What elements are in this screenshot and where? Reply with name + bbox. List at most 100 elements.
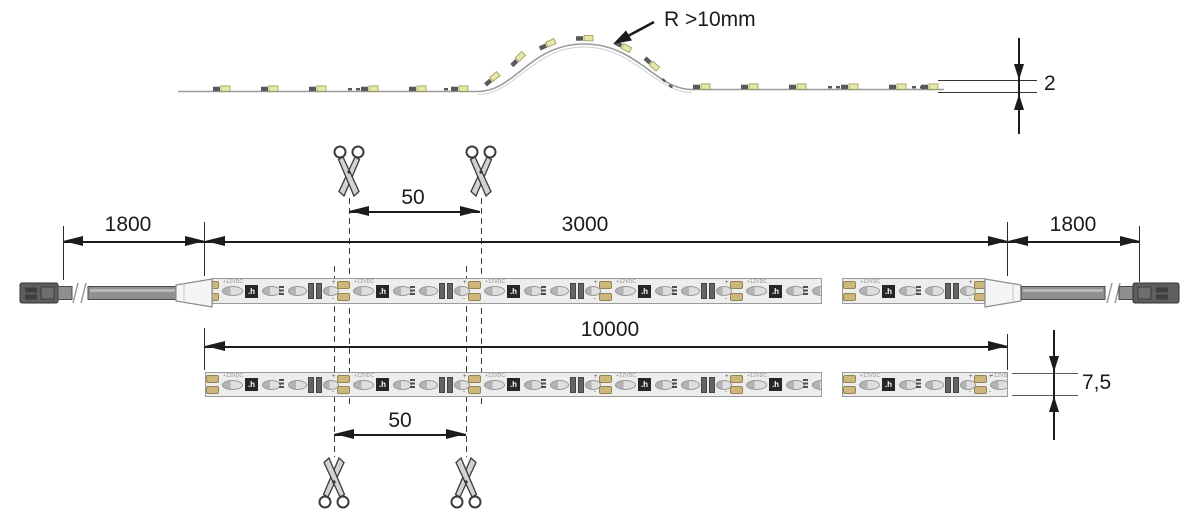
strip-profile-line bbox=[178, 43, 944, 93]
dim-arrow bbox=[1120, 236, 1140, 246]
capacitor-chips bbox=[439, 376, 453, 393]
side-view-led-chips bbox=[213, 35, 939, 92]
cable-left-length: 1800 bbox=[104, 213, 152, 236]
resistor-chip bbox=[803, 379, 808, 390]
main-dim-line bbox=[63, 241, 1140, 243]
voltage-label: +12VDC bbox=[860, 279, 881, 285]
solder-pad: + - bbox=[843, 375, 856, 394]
resistor-chip bbox=[279, 379, 284, 390]
logo-chip: .h bbox=[507, 378, 520, 391]
resistor-chip bbox=[916, 285, 921, 297]
logo-chip: .h bbox=[638, 378, 651, 391]
led-chip bbox=[812, 379, 821, 390]
pad-plus-mark: + bbox=[463, 374, 467, 380]
strip-segment: + - +12VDC .h bbox=[843, 279, 976, 303]
logo-chip: .h bbox=[882, 378, 895, 391]
pad-minus-mark: - bbox=[969, 389, 971, 395]
led-chip bbox=[960, 286, 976, 296]
scissors-icon bbox=[333, 145, 365, 198]
logo-chip: .h bbox=[376, 378, 389, 391]
dim-arrow bbox=[205, 341, 225, 351]
led-chip bbox=[716, 379, 732, 390]
dim-arrow bbox=[349, 206, 369, 216]
led-chip bbox=[925, 379, 944, 390]
scissors-icon bbox=[450, 456, 482, 509]
pad-dash-side bbox=[828, 86, 832, 89]
thickness-value: 2 bbox=[1044, 72, 1056, 95]
led-chip-side bbox=[576, 35, 594, 42]
bend-radius-arrowhead bbox=[613, 30, 632, 44]
extension-line bbox=[1007, 222, 1009, 276]
led-chip-side bbox=[409, 85, 427, 92]
led-chip bbox=[990, 379, 1007, 390]
cable-break-left bbox=[72, 282, 87, 304]
strip-segment: + - +12VDC .h bbox=[332, 373, 470, 396]
voltage-label: +12VDC bbox=[747, 279, 768, 285]
width-dim-line bbox=[1053, 330, 1055, 440]
solder-pad: + - bbox=[725, 280, 743, 302]
strip-width-value: 7,5 bbox=[1082, 371, 1112, 394]
strip-segment: + - +12VDC .h bbox=[969, 373, 1007, 396]
led-chip bbox=[222, 379, 243, 390]
strip-segment: + - +12VDC .h bbox=[725, 373, 821, 396]
dim-arrow bbox=[446, 429, 466, 439]
cut-spacing-bottom-dim-line bbox=[334, 434, 466, 436]
connector-left bbox=[19, 282, 73, 304]
dim-arrow bbox=[334, 429, 354, 439]
solder-pad: + - bbox=[332, 280, 350, 302]
pad-plus-mark: + bbox=[332, 374, 336, 380]
strip-segment: + - +12VDC .h bbox=[206, 373, 339, 396]
end-cap-right bbox=[984, 278, 1022, 308]
bend-radius-arrow-line bbox=[627, 20, 655, 38]
side-view-bent-strip bbox=[178, 20, 944, 95]
voltage-label: +12VDC bbox=[616, 373, 637, 379]
led-chip bbox=[454, 286, 470, 296]
led-chip bbox=[419, 286, 438, 296]
extension-line bbox=[204, 222, 206, 276]
led-chip bbox=[859, 379, 880, 390]
led-chip-side bbox=[261, 85, 279, 92]
led-chip bbox=[222, 286, 243, 296]
resistor-chip bbox=[916, 379, 921, 390]
pad-plus-mark: + bbox=[969, 280, 973, 286]
pad-plus-mark: + bbox=[463, 280, 467, 286]
solder-pad: + - bbox=[969, 280, 984, 302]
cable-break-right bbox=[1106, 282, 1121, 304]
pad-dash-side bbox=[920, 86, 924, 89]
pad-minus-mark: - bbox=[463, 296, 465, 302]
logo-chip: .h bbox=[769, 284, 782, 298]
connector-right bbox=[1118, 282, 1180, 304]
led-chip-side bbox=[309, 85, 327, 92]
solder-pad: + - bbox=[332, 374, 350, 395]
led-chip bbox=[454, 379, 470, 390]
led-chip bbox=[925, 286, 944, 296]
led-chip bbox=[484, 379, 505, 390]
pad-dash-side bbox=[444, 88, 448, 91]
led-chip bbox=[615, 379, 636, 390]
voltage-label: +12VDC bbox=[485, 279, 506, 285]
led-chip bbox=[353, 379, 374, 390]
pad-plus-mark: + bbox=[594, 374, 598, 380]
pad-plus-mark: + bbox=[969, 374, 973, 380]
pad-plus-mark: + bbox=[725, 374, 729, 380]
pad-dash-side bbox=[356, 88, 360, 91]
total-length-dim-line bbox=[205, 346, 1008, 348]
led-chip bbox=[550, 286, 569, 296]
solder-pad: + - bbox=[725, 374, 743, 395]
thickness-arrow-down bbox=[1014, 64, 1024, 80]
dim-arrow bbox=[988, 236, 1008, 246]
pad-minus-mark: - bbox=[969, 296, 971, 302]
led-chip bbox=[353, 286, 374, 296]
led-chip bbox=[585, 286, 601, 296]
solder-pad: + - bbox=[463, 374, 481, 395]
led-chip bbox=[550, 379, 569, 390]
pad-dash-side bbox=[836, 86, 840, 89]
capacitor-chips bbox=[308, 376, 322, 393]
width-extension-bottom bbox=[1012, 395, 1078, 397]
strip-segment: + - +12VDC .h bbox=[594, 373, 732, 396]
dim-arrow bbox=[205, 236, 225, 246]
dim-arrow bbox=[185, 236, 205, 246]
resistor-chip bbox=[803, 285, 808, 297]
extension-line bbox=[1007, 334, 1009, 370]
pad-plus-mark: + bbox=[989, 374, 993, 380]
